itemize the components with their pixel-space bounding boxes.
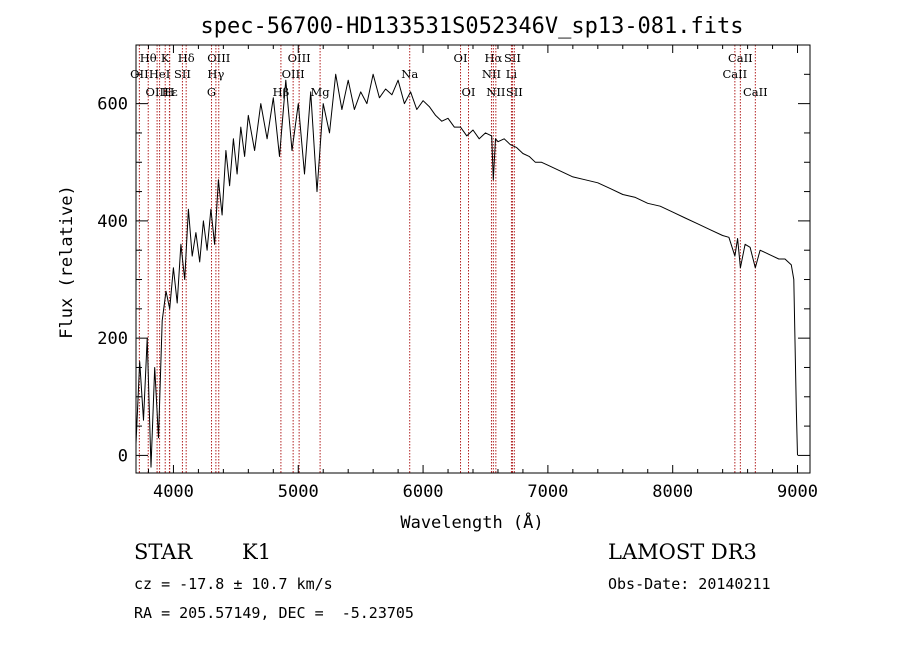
line-marker-label: OIII [207,51,230,65]
line-marker-label: Na [401,67,418,81]
obs-date: Obs-Date: 20140211 [608,575,771,593]
line-marker-label: NII [482,67,501,81]
line-marker-label: H [164,85,174,99]
line-marker-label: G [207,85,216,99]
chart-title: spec-56700-HD133531S052346V_sp13-081.fit… [200,14,743,39]
line-marker-label: Hγ [207,67,224,81]
plot-frame [135,44,811,474]
line-marker-label: OI [454,51,468,65]
y-tick-label: 0 [118,446,128,466]
survey-name: LAMOST DR3 [608,540,757,564]
x-axis-label: Wavelength (Å) [400,511,543,533]
axis-ticks: 4000 5000 6000 7000 8000 9000 0 200 400 600 [97,45,818,502]
x-tick-label: 4000 [153,482,194,502]
spectrum-series [135,73,798,468]
y-tick-label: 600 [97,95,128,115]
line-marker-label: NII [486,85,505,99]
line-marker-label: Hα [484,51,502,65]
line-marker-label: OIII [282,67,305,81]
line-marker-label: CaII [743,85,768,99]
line-marker-label: SII [504,51,521,65]
line-marker-label: CaII [722,67,747,81]
line-marker-label: SII [506,85,523,99]
object-class: STAR [134,540,193,564]
object-subclass: K1 [242,540,272,564]
spectrum-line [135,73,798,468]
line-marker-label: CaII [728,51,753,65]
y-tick-label: 400 [97,212,128,232]
x-tick-label: 9000 [777,482,818,502]
x-tick-label: 5000 [278,482,319,502]
coordinates: RA = 205.57149, DEC = -5.23705 [134,604,414,622]
line-marker-label: HeI [149,67,170,81]
line-marker-label: Li [506,67,518,81]
x-tick-label: 7000 [527,482,568,502]
y-tick-label: 200 [97,329,128,349]
line-marker-label: OIII [146,85,169,99]
line-marker-label: Hε [162,85,178,99]
line-marker-label: SII [174,67,191,81]
line-marker-label: Mg [311,85,331,99]
line-marker-label: OIII [288,51,311,65]
line-marker-label: K [161,51,170,65]
line-marker-label: OI [462,85,476,99]
line-marker-label: Hθ [140,51,157,65]
y-axis-label: Flux (relative) [57,185,77,339]
line-marker-label: Hδ [178,51,195,65]
x-tick-label: 6000 [403,482,444,502]
x-tick-label: 8000 [652,482,693,502]
cz-value: cz = -17.8 ± 10.7 km/s [134,575,333,593]
